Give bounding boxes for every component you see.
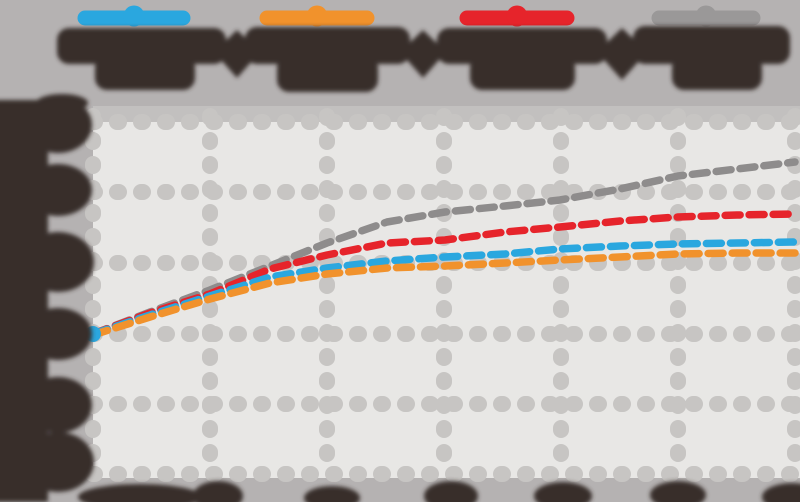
legend-entry-series-gray [651,5,761,27]
blob-shape [24,97,92,153]
blob-shape [24,164,92,216]
blob-shape [534,482,592,502]
blob-shape [304,486,360,502]
legend-label-blobs [57,26,790,92]
legend-label-blob [277,56,378,92]
legend-entry-series-orange [259,5,375,27]
blob-shape [24,308,92,360]
blob-shape [650,481,706,502]
blob-shape [22,432,94,492]
blob-shape [22,232,94,292]
legend-label-blob [245,27,410,64]
legend-marker-dot-series-blue [123,5,145,27]
legend-label-blob [672,56,762,90]
legend-marker-dot-series-red [506,5,528,27]
series-lines [85,158,799,342]
blob-shape [762,483,800,502]
legend-label-blob [95,56,195,90]
blob-shape [78,484,202,502]
legend-entry-series-blue [77,5,191,27]
blob-shape [0,100,48,502]
legend-marker-dot-series-orange [306,5,328,27]
legend-markers [77,5,761,27]
legend-blob-wedge [400,30,446,78]
legend-blob-wedge [214,30,260,78]
legend-entry-series-red [459,5,575,27]
legend-label-blob [57,28,226,64]
blob-shape [193,481,243,502]
blob-shape [424,481,478,502]
legend-marker-dot-series-gray [695,5,717,27]
legend-label-blob [437,28,607,64]
series-line-orange [89,249,799,339]
legend-label-blob [633,26,790,64]
y-axis-labels-blob [0,94,94,502]
legend-blob-wedge [597,28,647,80]
legend-label-blob [470,56,575,90]
blob-shape [24,377,92,433]
x-axis-labels-blob [78,481,800,502]
